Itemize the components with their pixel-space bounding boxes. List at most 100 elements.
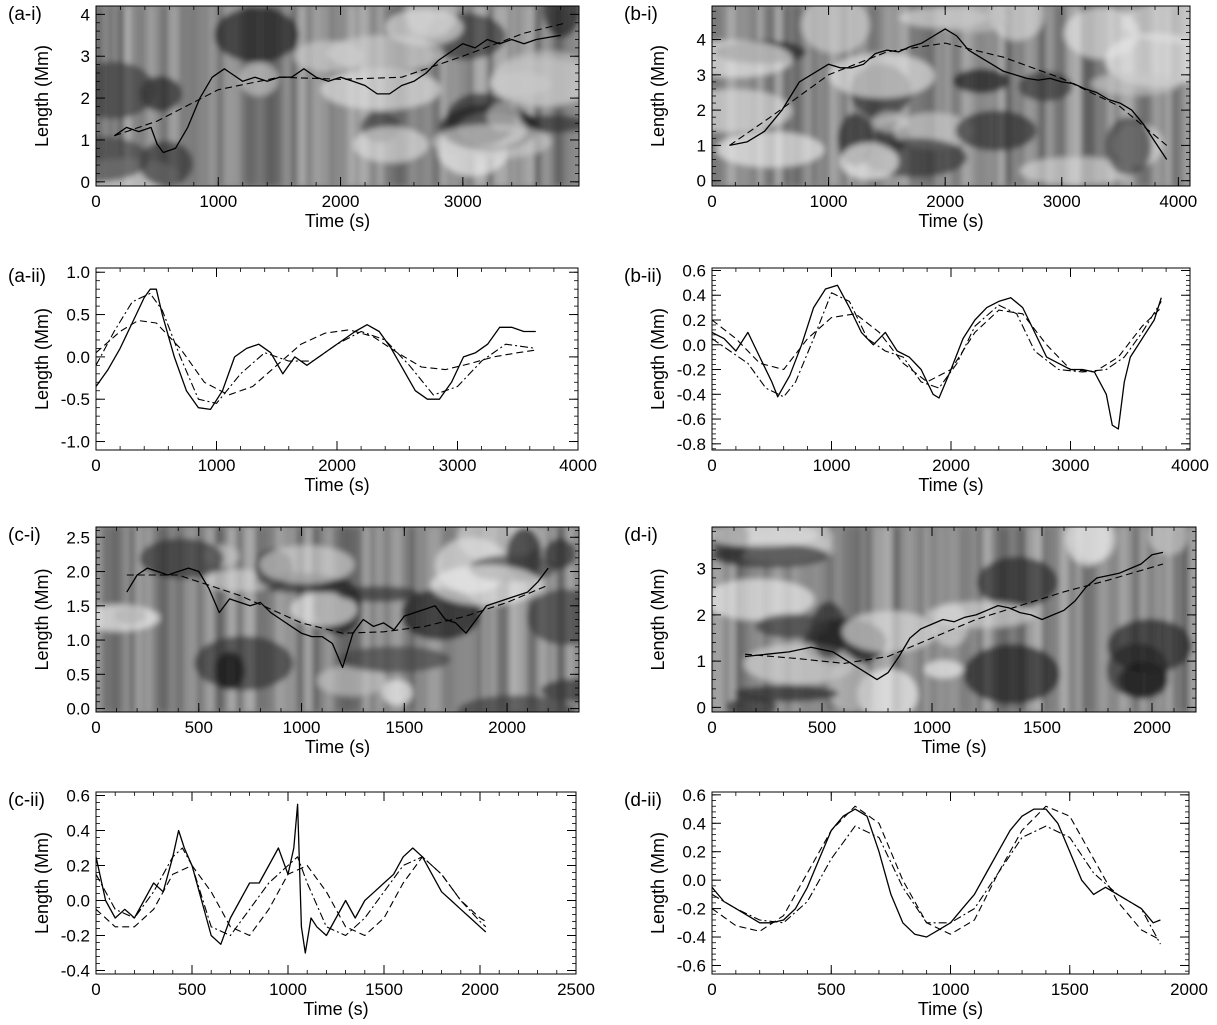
series-dashdot-line [95,292,536,404]
heatmap-streak [712,527,718,712]
x-tick-label: 1500 [385,718,423,737]
x-tick-label: 2000 [1170,980,1208,999]
heatmap-patch [712,40,793,78]
x-tick-label: 4000 [1159,192,1197,211]
y-tick-label: 0.5 [66,306,90,325]
heatmap-streak [196,6,200,186]
heatmap-streak [1053,527,1061,712]
heatmap-streak [1163,527,1167,712]
heatmap-patch [214,651,245,690]
heatmap-streak [1105,527,1113,712]
panel-d-i: 0 500 1000 1500 2000 0 1 2 3 Time (s) Length (Mm) (… [624,525,1197,757]
heatmap-background [96,6,579,186]
x-tick-label: 0 [707,980,716,999]
heatmap-streak [925,6,931,186]
x-tick-label: 500 [178,980,206,999]
y-axis-label: Length (Mm) [648,568,668,670]
heatmap-streak [504,527,510,712]
y-tick-label: 2 [697,101,706,120]
heatmap-patch [827,658,874,712]
heatmap-streak [1031,527,1035,712]
heatmap-streak [1133,6,1140,186]
heatmap-patch [755,613,829,639]
heatmap-streak [312,6,321,186]
heatmap-streak [1112,527,1120,712]
heatmap-patch [338,646,451,673]
heatmap-streak [218,6,224,186]
x-tick-label: 0 [91,718,100,737]
heatmap-patch [1148,527,1189,555]
x-tick-label: 2000 [488,718,526,737]
heatmap-streak [1136,527,1140,712]
x-tick-label: 1000 [810,192,848,211]
y-tick-label: -0.2 [677,361,706,380]
heatmap-streak [1041,527,1046,712]
heatmap-streak [1077,527,1082,712]
heatmap-streak [184,527,190,712]
heatmap-streak [782,6,791,186]
y-axis-label: Length (Mm) [648,45,668,147]
heatmap-patch [96,61,156,119]
x-tick-label: 0 [707,718,716,737]
x-tick-label: 3000 [1052,456,1090,475]
heatmap-patch [963,644,1061,705]
heatmap-streak [998,6,1005,186]
heatmap-streak [456,6,461,186]
heatmap-streak [226,527,230,712]
y-tick-label: -0.6 [677,956,706,975]
heatmap-background [712,6,1190,186]
y-tick-label: -0.2 [61,927,90,946]
series-solid-line [126,567,549,669]
heatmap-patch [810,601,847,659]
y-tick-label: -0.4 [677,385,706,404]
heatmap-streak [982,6,988,186]
heatmap-patch [96,136,150,182]
heatmap-streak [995,6,999,186]
heatmap-streak [908,6,916,186]
heatmap-patch [923,660,964,679]
heatmap-streak [252,6,257,186]
heatmap-patch [326,35,444,71]
panel-c-i: 0 500 1000 1500 2000 0.0 0.5 1.0 1.5 2.0 2.5 Time (… [8,525,580,757]
heatmap-streak [267,527,273,712]
heatmap-streak [1066,6,1075,186]
heatmap-streak [930,6,936,186]
heatmap-streak [283,6,291,186]
heatmap-streak [834,6,843,186]
heatmap-patch [1107,618,1193,674]
heatmap-streak [728,527,736,712]
y-tick-label: 1 [81,131,90,150]
heatmap-streak [1166,527,1173,712]
x-tick-label: 2500 [557,980,595,999]
heatmap-streak [229,527,236,712]
heatmap-patch [96,604,160,632]
heatmap-streak [1160,6,1167,186]
heatmap-patch [542,6,579,38]
panel-c-ii: 0 500 1000 1500 2000 2500 -0.4 -0.2 0.0 0.2 0.4 0.6… [8,787,595,1020]
x-tick-label: 1000 [932,980,970,999]
heatmap-streak [286,527,292,712]
heatmap-streak [1148,6,1153,186]
panel-b-ii: 0 1000 2000 3000 4000 -0.8 -0.6 -0.4 -0.2 0.0 0.2 0… [624,261,1209,495]
heatmap-patch [259,545,355,584]
x-tick-label: 0 [707,456,716,475]
heatmap-streak [1074,6,1081,186]
heatmap-patch [316,665,388,696]
panel-label: (a-ii) [8,266,46,287]
heatmap-streak [389,527,398,712]
heatmap-streak [1068,527,1073,712]
x-axis-label: Time (s) [921,737,986,757]
heatmap-patch [490,57,579,106]
heatmap-streak [962,6,970,186]
y-tick-label: 2 [81,89,90,108]
heatmap-streak [383,527,390,712]
x-axis-label: Time (s) [305,737,370,757]
x-tick-label: 4000 [559,456,597,475]
heatmap-patch [432,124,552,160]
heatmap-streak [725,527,729,712]
series-dashed-line [95,319,536,396]
series-dashed-line [711,307,1162,383]
heatmap-streak [235,527,241,712]
heatmap-streak [1176,527,1183,712]
y-tick-label: -0.2 [677,900,706,919]
